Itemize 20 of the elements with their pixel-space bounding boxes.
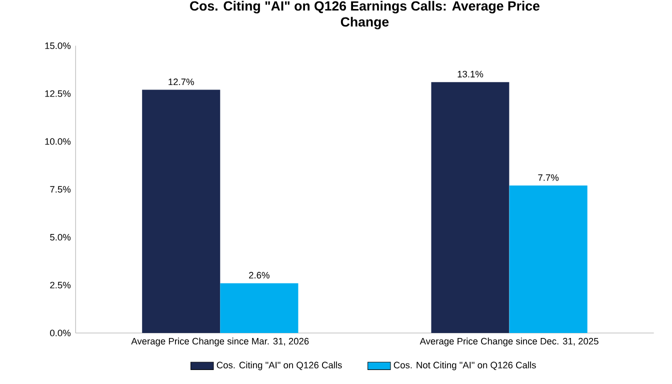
- legend-label: Cos. Not Citing "AI" on Q126 Calls: [394, 362, 536, 370]
- bar: [220, 283, 298, 333]
- data-label: 7.7%: [538, 174, 559, 181]
- y-tick-label: 12.5%: [45, 90, 71, 97]
- y-tick-label: 7.5%: [50, 186, 71, 193]
- y-tick-label: 5.0%: [50, 234, 71, 241]
- bar: [142, 90, 220, 333]
- data-label: 2.6%: [249, 272, 270, 278]
- data-label: 13.1%: [458, 70, 484, 78]
- legend-label: Cos. Citing "AI" on Q126 Calls: [216, 362, 342, 370]
- bar: [431, 82, 510, 333]
- x-tick-label: Average Price Change since Dec. 31, 2025: [420, 338, 598, 346]
- y-tick-label: 15.0%: [45, 42, 71, 50]
- y-tick-label: 0.0%: [50, 330, 71, 336]
- chart-title: Cos. Citing "AI" on Q126 Earnings Calls: Average Price Change: [190, 0, 540, 30]
- bar: [509, 186, 588, 333]
- x-tick-label: Average Price Change since Mar. 31, 2026: [131, 338, 309, 346]
- data-label: 12.7%: [168, 78, 194, 86]
- y-tick-label: 10.0%: [45, 138, 71, 145]
- y-tick-label: 2.5%: [50, 282, 71, 288]
